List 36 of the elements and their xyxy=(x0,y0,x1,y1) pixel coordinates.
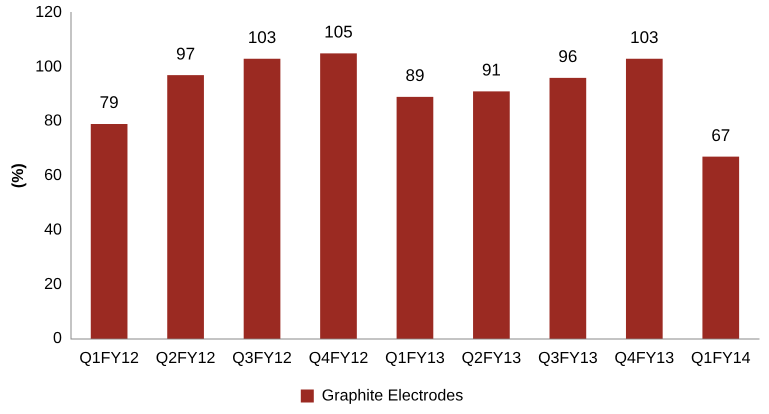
bar xyxy=(90,124,128,339)
x-tick-label: Q4FY12 xyxy=(308,350,368,367)
x-tick-label: Q2FY12 xyxy=(156,350,216,367)
x-tick-label: Q3FY13 xyxy=(538,350,598,367)
bar xyxy=(550,78,586,339)
bar xyxy=(167,75,204,339)
y-tick-label: 80 xyxy=(44,112,62,130)
data-label: 91 xyxy=(482,60,501,80)
data-label: 96 xyxy=(558,47,578,66)
y-tick-label: 60 xyxy=(44,167,62,184)
data-label: 79 xyxy=(100,93,119,112)
x-tick-label: Q1FY12 xyxy=(79,350,140,367)
y-tick-label: 20 xyxy=(44,276,62,293)
x-tick-label: Q1FY14 xyxy=(690,350,751,367)
data-label: 67 xyxy=(711,126,730,145)
legend-label: Graphite Electrodes xyxy=(322,387,464,404)
bar xyxy=(244,58,280,339)
y-tick-label: 0 xyxy=(52,330,62,348)
data-label: 89 xyxy=(405,66,424,86)
y-axis-title: (%) xyxy=(10,163,28,188)
x-tick-label: Q4FY13 xyxy=(614,350,674,367)
data-label: 103 xyxy=(630,28,659,47)
y-tick-label: 100 xyxy=(35,58,62,76)
x-tick-label: Q1FY13 xyxy=(385,350,445,367)
y-tick-label: 40 xyxy=(44,221,62,238)
bar xyxy=(702,156,740,339)
bar xyxy=(396,96,434,339)
x-tick-label: Q2FY13 xyxy=(462,350,522,367)
data-label: 97 xyxy=(176,44,196,64)
data-label: 105 xyxy=(324,22,353,42)
bar xyxy=(473,91,510,339)
bar xyxy=(320,53,357,339)
data-label: 103 xyxy=(248,28,276,47)
x-tick-label: Q3FY12 xyxy=(232,350,292,367)
bar xyxy=(626,58,663,339)
y-tick-label: 120 xyxy=(35,4,62,22)
